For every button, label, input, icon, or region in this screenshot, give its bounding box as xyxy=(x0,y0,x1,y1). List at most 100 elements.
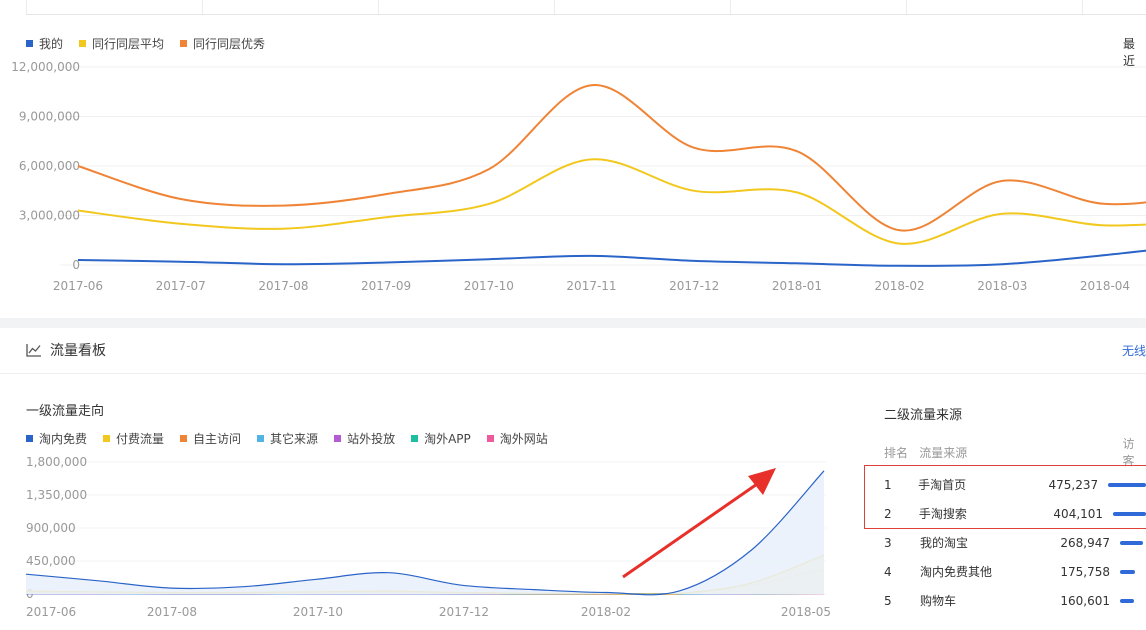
y-tick-label: 0 xyxy=(72,258,80,272)
divider xyxy=(26,0,27,14)
highlight-box xyxy=(864,465,1146,529)
series-line xyxy=(77,249,1146,267)
y-tick-label: 900,000 xyxy=(26,521,76,535)
legend-label: 淘外APP xyxy=(424,432,471,446)
legend-swatch xyxy=(411,435,419,442)
series-line xyxy=(77,84,1146,232)
panel-separator xyxy=(0,318,1146,328)
legend-item-paid-traffic[interactable]: 付费流量 xyxy=(103,430,164,447)
source-cell: 我的淘宝 xyxy=(920,536,969,550)
legend-label: 站外投放 xyxy=(347,432,396,446)
header-visitors: 访客 xyxy=(1122,437,1135,468)
divider xyxy=(26,14,1146,15)
annotation-arrow xyxy=(622,468,776,579)
divider xyxy=(0,373,1146,374)
wireless-link[interactable]: 无线 xyxy=(1121,344,1146,358)
table-row[interactable]: 1 手淘首页 475,237 xyxy=(864,470,1146,499)
x-tick-label: 2018-02 xyxy=(875,279,925,293)
legend-item-peer-average[interactable]: 同行同层平均 xyxy=(79,35,164,52)
legend-item-taonei-free[interactable]: 淘内免费 xyxy=(26,430,87,447)
legend-label: 同行同层平均 xyxy=(92,37,165,51)
x-tick-label: 2018-05 xyxy=(781,605,831,619)
level1-title: 一级流量走向 xyxy=(26,404,105,419)
level1-legend: 淘内免费 付费流量 自主访问 其它来源 站外投放 淘外APP 淘外网站 xyxy=(26,430,564,447)
y-tick-label: 450,000 xyxy=(26,554,76,568)
visitor-count-cell: 268,947 xyxy=(1060,535,1110,550)
peer-comparison-chart: 0 3,000,000 6,000,000 9,000,000 12,000,000 20… xyxy=(11,60,1146,293)
rank-cell: 1 xyxy=(884,477,892,492)
series-line xyxy=(25,470,825,596)
legend-swatch xyxy=(257,435,265,442)
x-tick-label: 2017-07 xyxy=(156,279,206,293)
divider xyxy=(730,0,731,14)
legend-item-mine[interactable]: 我的 xyxy=(26,35,63,52)
source-cell: 手淘首页 xyxy=(918,478,967,492)
legend-label: 付费流量 xyxy=(116,432,165,446)
section-header: 流量看板 xyxy=(26,340,106,360)
legend-swatch xyxy=(103,435,111,442)
share-bar xyxy=(1113,511,1146,516)
share-bar xyxy=(1120,598,1134,603)
legend-swatch xyxy=(486,435,494,442)
table-row[interactable]: 4 淘内免费其他 175,758 xyxy=(864,557,1146,586)
source-cell: 购物车 xyxy=(920,594,957,608)
header-rank: 排名 xyxy=(884,445,909,460)
header-source: 流量来源 xyxy=(919,445,968,460)
legend-label: 淘外网站 xyxy=(499,432,548,446)
x-tick-label: 2017-10 xyxy=(293,605,343,619)
legend-item-external-site[interactable]: 淘外网站 xyxy=(486,430,548,447)
legend-label: 同行同层优秀 xyxy=(193,37,266,51)
share-bar xyxy=(1108,482,1146,487)
level2-source-table: 排名 流量来源 访客 1 手淘首页 475,237 2 手淘搜索 404,101 3 我的淘宝… xyxy=(864,437,1146,615)
legend-swatch xyxy=(79,40,87,47)
rank-cell: 3 xyxy=(884,535,892,550)
legend-swatch xyxy=(180,40,188,47)
visitor-count-cell: 475,237 xyxy=(1048,477,1099,492)
legend-item-self-visit[interactable]: 自主访问 xyxy=(180,430,241,447)
x-tick-label: 2017-12 xyxy=(439,605,489,619)
table-row[interactable]: 3 我的淘宝 268,947 xyxy=(864,528,1146,557)
legend-item-external-app[interactable]: 淘外APP xyxy=(411,430,471,447)
rank-cell: 4 xyxy=(884,564,892,579)
y-tick-label: 1,350,000 xyxy=(26,488,87,502)
top-chart-legend: 我的 同行同层平均 同行同层优秀 xyxy=(26,35,281,52)
legend-item-peer-excellent[interactable]: 同行同层优秀 xyxy=(180,35,265,52)
series-line xyxy=(77,158,1146,245)
x-tick-label: 2017-06 xyxy=(26,605,76,619)
source-cell: 淘内免费其他 xyxy=(920,565,993,579)
legend-swatch xyxy=(180,435,188,442)
level1-flow-chart: 0450,000900,0001,350,0001,800,0002017-06… xyxy=(25,455,831,619)
x-tick-label: 2017-08 xyxy=(258,279,308,293)
divider xyxy=(554,0,555,14)
table-row[interactable]: 2 手淘搜索 404,101 xyxy=(864,499,1146,528)
x-tick-label: 2018-03 xyxy=(977,279,1027,293)
x-tick-label: 2018-01 xyxy=(772,279,822,293)
y-tick-label: 12,000,000 xyxy=(11,60,80,74)
source-cell: 手淘搜索 xyxy=(918,507,967,521)
legend-item-other-source[interactable]: 其它来源 xyxy=(257,430,318,447)
divider xyxy=(906,0,907,14)
legend-label: 自主访问 xyxy=(193,432,242,446)
divider xyxy=(1082,0,1083,14)
legend-label: 我的 xyxy=(39,37,64,51)
x-tick-label: 2017-10 xyxy=(464,279,514,293)
table-row[interactable]: 5 购物车 160,601 xyxy=(864,586,1146,615)
y-tick-label: 9,000,000 xyxy=(19,110,80,124)
rank-cell: 2 xyxy=(884,506,892,521)
series-area xyxy=(26,470,824,595)
level2-title: 二级流量来源 xyxy=(884,408,963,423)
range-selector[interactable]: 最近 xyxy=(1123,37,1136,68)
x-tick-label: 2017-08 xyxy=(147,605,197,619)
table-body: 1 手淘首页 475,237 2 手淘搜索 404,101 3 我的淘宝 268,947 4 淘内免… xyxy=(864,470,1146,615)
x-tick-label: 2017-06 xyxy=(53,279,103,293)
share-bar xyxy=(1120,540,1143,545)
x-tick-label: 2017-09 xyxy=(361,279,411,293)
legend-label: 其它来源 xyxy=(270,432,319,446)
legend-label: 淘内免费 xyxy=(39,432,88,446)
y-tick-label: 6,000,000 xyxy=(19,159,80,173)
legend-item-external-ads[interactable]: 站外投放 xyxy=(334,430,395,447)
visitor-count-cell: 404,101 xyxy=(1053,506,1104,521)
x-tick-label: 2018-04 xyxy=(1080,279,1130,293)
x-tick-label: 2018-02 xyxy=(581,605,631,619)
line-chart-icon xyxy=(26,343,42,357)
